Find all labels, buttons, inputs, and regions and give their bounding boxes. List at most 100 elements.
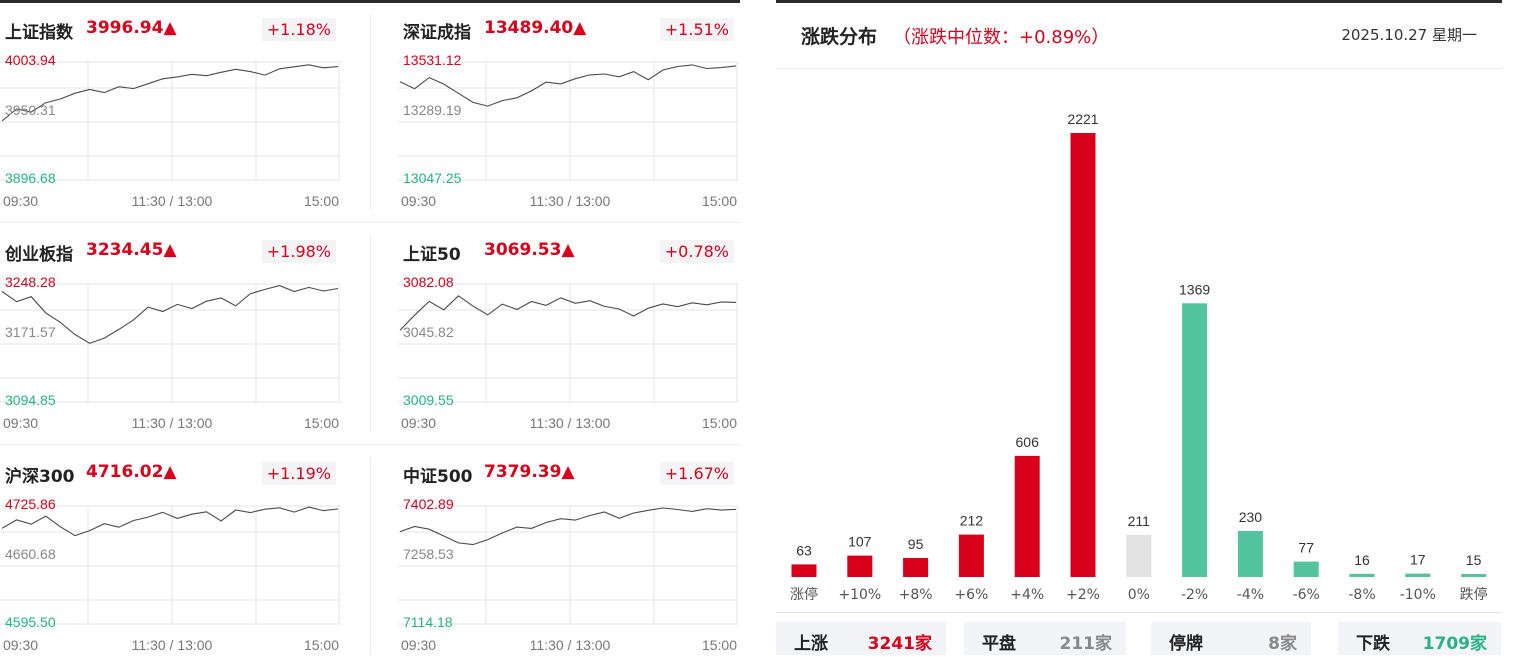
- bar-5: [1070, 133, 1096, 577]
- stat-flat: 平盘 211家: [964, 622, 1126, 655]
- low-label: 7114.18: [403, 614, 453, 630]
- index-panels: 上证指数 3996.94▲ +1.18% 4003.94 3950.31 3896.68 0…: [0, 0, 740, 657]
- time-tick-label: 15:00: [701, 637, 737, 653]
- index-intraday-chart: 7402.89 7258.53 7114.18: [398, 496, 738, 638]
- mid-label: 4660.68: [5, 546, 56, 562]
- column-divider: [370, 236, 371, 432]
- price-line: [399, 64, 737, 107]
- index-price: 3234.45: [86, 240, 164, 260]
- intraday-line-chart: [0, 505, 340, 625]
- stat-value: 8家: [1268, 634, 1297, 654]
- index-price: 4716.02: [86, 462, 164, 482]
- time-tick-label: 09:30: [401, 193, 437, 209]
- index-value: 3996.94▲: [86, 18, 177, 38]
- low-label: 3896.68: [5, 170, 56, 186]
- bar-3: [958, 534, 984, 577]
- low-label: 4595.50: [5, 614, 56, 630]
- index-intraday-chart: 3248.28 3171.57 3094.85: [0, 274, 340, 416]
- category-tick-label: 跌停: [1460, 586, 1488, 603]
- high-label: 4725.86: [5, 496, 56, 512]
- time-tick-label: 15:00: [701, 415, 737, 431]
- mid-label: 3045.82: [403, 324, 454, 340]
- stat-up: 上涨 3241家: [776, 622, 946, 655]
- up-arrow-icon: ▲: [163, 240, 177, 260]
- row-divider: [0, 444, 740, 445]
- trade-date: 2025.10.27 星期一: [1341, 26, 1477, 44]
- bar-value-label: 77: [1298, 540, 1314, 556]
- mid-label: 7258.53: [403, 546, 454, 562]
- intraday-line-chart: [0, 61, 340, 181]
- time-tick-label: 09:30: [401, 637, 437, 653]
- up-arrow-icon: ▲: [573, 18, 587, 38]
- time-axis: 09:30 11:30 / 13:00 15:00: [398, 193, 738, 211]
- index-value: 4716.02▲: [86, 462, 177, 482]
- bar-value-label: 1369: [1179, 281, 1210, 297]
- index-panel: 上证50 3069.53▲ +0.78% 3082.08 3045.82 3009.55 0…: [398, 222, 738, 444]
- bar-6: [1126, 534, 1152, 577]
- index-value: 3234.45▲: [86, 240, 177, 260]
- stat-down: 下跌 1709家: [1338, 622, 1501, 655]
- index-price: 3069.53: [484, 240, 562, 260]
- price-line: [1, 285, 339, 344]
- bar-value-label: 95: [908, 536, 924, 552]
- time-axis: 09:30 11:30 / 13:00 15:00: [0, 637, 340, 655]
- bar-value-label: 17: [1410, 552, 1426, 568]
- index-intraday-chart: 3082.08 3045.82 3009.55: [398, 274, 738, 416]
- price-line: [1, 64, 339, 122]
- time-tick-label: 15:00: [303, 415, 339, 431]
- time-axis: 09:30 11:30 / 13:00 15:00: [398, 415, 738, 433]
- time-axis: 09:30 11:30 / 13:00 15:00: [398, 637, 738, 655]
- index-change-badge: +1.18%: [261, 18, 336, 41]
- bar-4: [1014, 455, 1040, 577]
- index-panel: 深证成指 13489.40▲ +1.51% 13531.12 13289.19 13047…: [398, 0, 738, 222]
- index-value: 13489.40▲: [484, 18, 586, 38]
- index-value: 7379.39▲: [484, 462, 575, 482]
- time-tick-label: 11:30 / 13:00: [131, 415, 213, 431]
- bar-value-label: 212: [960, 513, 984, 529]
- high-label: 4003.94: [5, 52, 56, 68]
- time-axis: 09:30 11:30 / 13:00 15:00: [0, 193, 340, 211]
- bar-8: [1237, 531, 1263, 577]
- median-change: （涨跌中位数：+0.89%）: [893, 27, 1110, 48]
- category-tick-label: 0%: [1128, 587, 1150, 603]
- distribution-title: 涨跌分布: [801, 26, 878, 48]
- column-divider: [370, 458, 371, 654]
- high-label: 3248.28: [5, 274, 56, 290]
- time-tick-label: 09:30: [3, 637, 39, 653]
- low-label: 13047.25: [403, 170, 462, 186]
- index-price: 13489.40: [484, 18, 574, 38]
- mid-label: 13289.19: [403, 102, 462, 118]
- stat-label: 下跌: [1356, 634, 1390, 654]
- header-divider: [776, 68, 1502, 69]
- stat-label: 停牌: [1169, 634, 1203, 654]
- summary-divider: [776, 612, 1502, 613]
- category-tick-label: +4%: [1010, 587, 1044, 603]
- intraday-line-chart: [398, 61, 738, 181]
- index-name: 中证500: [403, 467, 473, 487]
- bar-10: [1349, 573, 1375, 577]
- price-line: [399, 507, 737, 546]
- mid-label: 3950.31: [5, 102, 56, 118]
- high-label: 7402.89: [403, 496, 454, 512]
- index-price: 7379.39: [484, 462, 562, 482]
- index-name: 上证50: [403, 245, 461, 265]
- index-change-badge: +1.98%: [261, 240, 336, 263]
- index-change-badge: +1.67%: [659, 462, 734, 485]
- time-tick-label: 09:30: [3, 415, 39, 431]
- stat-suspended: 停牌 8家: [1151, 622, 1311, 655]
- bar-value-label: 107: [848, 534, 872, 550]
- stat-value: 211家: [1059, 634, 1113, 654]
- row-divider: [0, 222, 740, 223]
- index-change-badge: +1.19%: [261, 462, 336, 485]
- bar-1: [847, 555, 873, 577]
- high-label: 13531.12: [403, 52, 462, 68]
- index-panel: 上证指数 3996.94▲ +1.18% 4003.94 3950.31 3896.68 0…: [0, 0, 340, 222]
- intraday-line-chart: [398, 283, 738, 403]
- column-divider: [370, 14, 371, 210]
- category-tick-label: -2%: [1181, 587, 1208, 603]
- low-label: 3009.55: [403, 392, 454, 408]
- top-rule: [776, 0, 1502, 3]
- index-intraday-chart: 13531.12 13289.19 13047.25: [398, 52, 738, 194]
- up-arrow-icon: ▲: [163, 18, 177, 38]
- time-tick-label: 11:30 / 13:00: [131, 193, 213, 209]
